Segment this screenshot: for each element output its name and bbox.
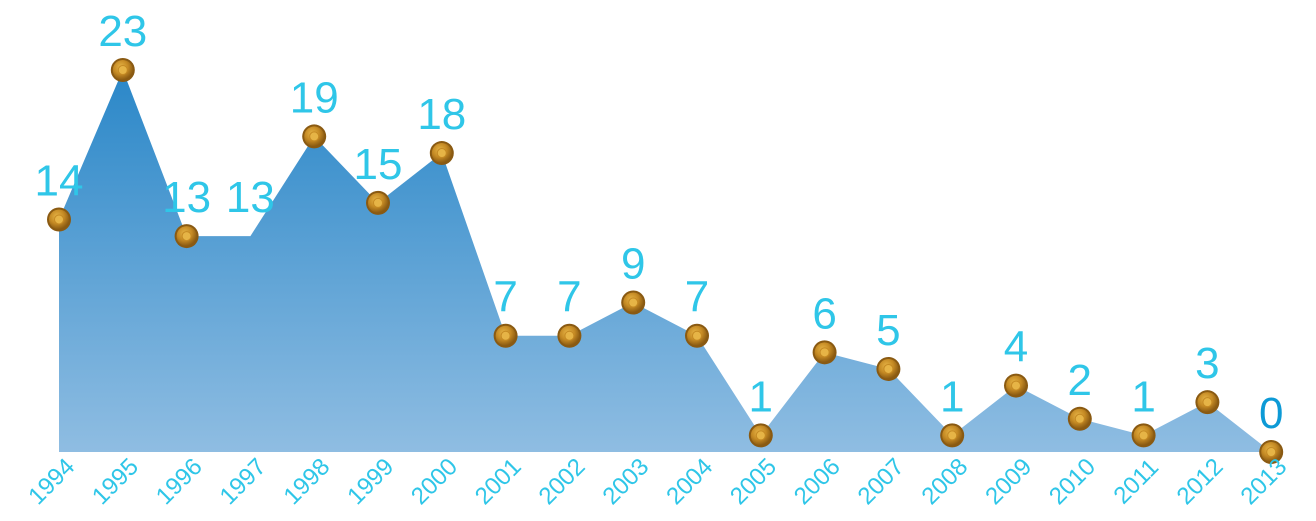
x-tick-label: 1997	[215, 453, 272, 510]
area-fill	[59, 70, 1272, 452]
data-marker	[557, 323, 582, 348]
x-tick-label: 1994	[23, 453, 80, 510]
x-tick-label: 1996	[151, 453, 208, 510]
value-label: 15	[354, 140, 403, 189]
x-tick-label: 2003	[597, 453, 654, 510]
x-tick-label: 2005	[725, 453, 782, 510]
x-tick-label: 2012	[1172, 453, 1229, 510]
value-label: 5	[876, 306, 900, 355]
data-marker	[1131, 423, 1156, 448]
data-marker	[1195, 390, 1220, 415]
data-marker	[621, 290, 646, 315]
data-marker	[876, 356, 901, 381]
value-label: 1	[749, 372, 773, 421]
value-label: 2	[1068, 356, 1092, 405]
value-label: 18	[417, 90, 466, 139]
x-tick-label: 1999	[342, 453, 399, 510]
data-markers	[47, 58, 1284, 464]
data-marker	[685, 323, 709, 348]
value-label: 4	[1004, 323, 1028, 372]
data-marker	[366, 190, 390, 215]
value-label: 1	[940, 372, 964, 421]
x-tick-label: 2001	[470, 453, 527, 510]
data-marker	[174, 224, 199, 249]
x-tick-label: 1998	[278, 453, 335, 510]
value-label: 19	[290, 73, 339, 122]
value-label: 13	[162, 173, 211, 222]
x-tick-label: 2010	[1044, 453, 1101, 510]
data-marker	[429, 141, 454, 166]
x-tick-label: 1995	[87, 453, 144, 510]
value-label: 6	[812, 289, 836, 338]
x-tick-label: 2009	[980, 453, 1037, 510]
x-tick-label: 2011	[1109, 454, 1165, 510]
data-marker	[1259, 440, 1284, 464]
value-label: 7	[493, 273, 517, 322]
data-marker	[302, 124, 327, 149]
data-marker	[110, 58, 135, 82]
value-label: 13	[226, 173, 275, 222]
value-label: 14	[35, 156, 84, 205]
x-tick-label: 2006	[789, 453, 846, 510]
data-marker	[940, 423, 965, 448]
data-marker	[1004, 373, 1028, 398]
value-label: 0	[1259, 389, 1283, 438]
data-marker	[812, 340, 837, 365]
x-tick-label: 2002	[534, 453, 591, 510]
value-label: 9	[621, 240, 645, 289]
x-tick-label: 2000	[406, 453, 463, 510]
x-tick-label: 2008	[916, 453, 973, 510]
data-marker	[1067, 406, 1092, 431]
x-tick-label: 2004	[661, 453, 718, 510]
data-marker	[47, 207, 71, 232]
value-label: 3	[1195, 339, 1219, 388]
value-label: 23	[98, 7, 147, 56]
x-axis-labels: 1994 1995 1996 1997 1998 1999 2000 2001 2002 2003…	[23, 453, 1292, 510]
value-label: 7	[685, 273, 709, 322]
value-label: 1	[1131, 372, 1155, 421]
value-label: 7	[557, 273, 581, 322]
x-tick-label: 2007	[853, 453, 910, 510]
data-marker	[748, 423, 773, 448]
x-tick-label: 2013	[1235, 453, 1292, 510]
data-marker	[493, 323, 518, 348]
